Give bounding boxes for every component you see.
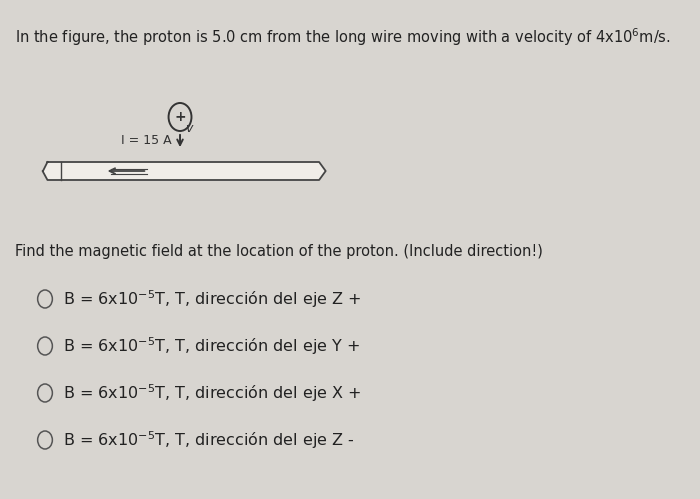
Text: I = 15 A: I = 15 A bbox=[121, 134, 172, 147]
Text: B = 6x10$^{-5}$T, T, dirección del eje X +: B = 6x10$^{-5}$T, T, dirección del eje X… bbox=[63, 382, 361, 404]
Text: In the figure, the proton is 5.0 cm from the long wire moving with a velocity of: In the figure, the proton is 5.0 cm from… bbox=[15, 26, 671, 48]
Text: B = 6x10$^{-5}$T, T, dirección del eje Z -: B = 6x10$^{-5}$T, T, dirección del eje Z… bbox=[63, 429, 354, 451]
Text: B = 6x10$^{-5}$T, T, dirección del eje Z +: B = 6x10$^{-5}$T, T, dirección del eje Z… bbox=[63, 288, 361, 310]
Polygon shape bbox=[43, 162, 326, 180]
Text: Find the magnetic field at the location of the proton. (Include direction!): Find the magnetic field at the location … bbox=[15, 244, 542, 259]
Text: v: v bbox=[185, 122, 193, 135]
Text: +: + bbox=[174, 109, 186, 123]
Text: B = 6x10$^{-5}$T, T, dirección del eje Y +: B = 6x10$^{-5}$T, T, dirección del eje Y… bbox=[63, 335, 360, 357]
